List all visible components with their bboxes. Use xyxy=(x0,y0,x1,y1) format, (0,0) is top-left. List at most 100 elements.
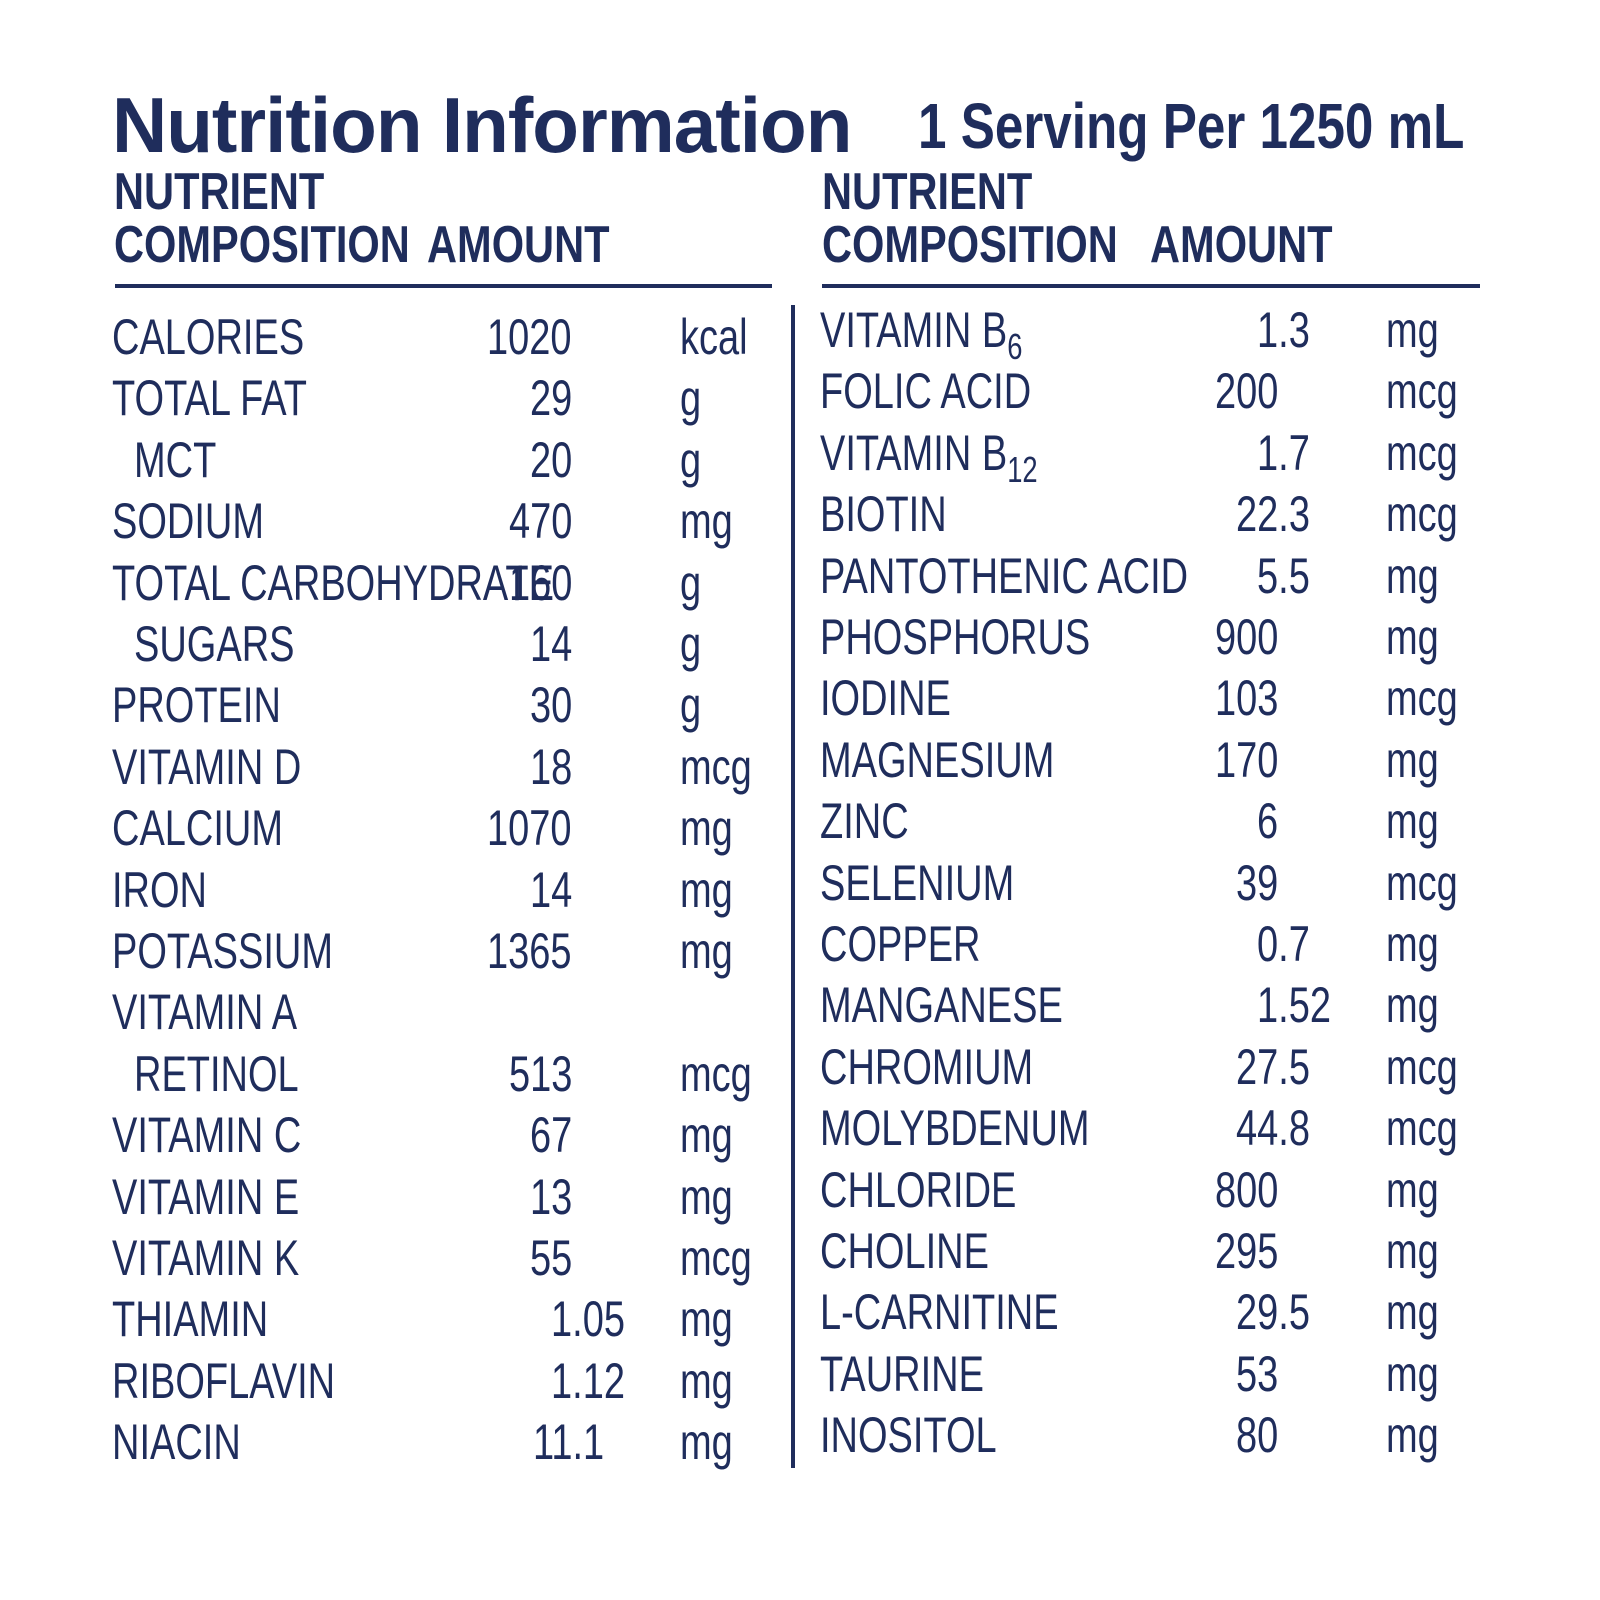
unit: mg xyxy=(1386,1345,1439,1402)
nutrient-name: THIAMIN xyxy=(112,1291,269,1348)
unit: mcg xyxy=(1386,1100,1458,1157)
amount: 1.7 xyxy=(1256,424,1310,481)
unit: mg xyxy=(1386,302,1439,358)
unit: mg xyxy=(680,1291,733,1348)
nutrient-name: CHLORIDE xyxy=(820,1161,1017,1218)
amount: 14 xyxy=(529,861,572,918)
nutrient-name: VITAMIN D xyxy=(112,738,302,795)
unit: g xyxy=(680,677,702,734)
subscript: 6 xyxy=(1007,326,1023,367)
unit: mcg xyxy=(1386,1038,1458,1095)
nutrient-name: PROTEIN xyxy=(112,677,281,734)
unit: g xyxy=(680,431,702,488)
column-header: COMPOSITION xyxy=(114,216,410,274)
unit: mcg xyxy=(1386,363,1458,420)
amount: 6 xyxy=(1256,793,1278,850)
column-header: NUTRIENT xyxy=(822,163,1033,221)
nutrient-name: SELENIUM xyxy=(820,854,1015,911)
column-header: AMOUNT xyxy=(1150,216,1333,274)
amount: 103 xyxy=(1214,670,1278,727)
amount: 1.12 xyxy=(550,1352,625,1409)
amount: 170 xyxy=(1214,731,1278,788)
nutrient-name: TOTAL CARBOHYDRATE xyxy=(112,554,554,611)
unit: mg xyxy=(1386,609,1439,665)
amount: 39 xyxy=(1235,854,1278,911)
unit: mg xyxy=(1386,1223,1439,1279)
unit: mg xyxy=(680,1352,733,1409)
amount: 44.8 xyxy=(1235,1100,1310,1157)
unit: mcg xyxy=(680,1045,752,1102)
unit: mcg xyxy=(1386,670,1458,727)
unit: mg xyxy=(1386,731,1439,788)
nutrient-name: VITAMIN K xyxy=(112,1230,300,1286)
nutrient-name: CALCIUM xyxy=(112,800,284,857)
amount: 800 xyxy=(1214,1161,1278,1218)
unit: kcal xyxy=(680,309,748,365)
unit: mcg xyxy=(680,738,752,795)
amount: 27.5 xyxy=(1235,1038,1310,1095)
amount: 18 xyxy=(529,738,572,795)
nutrient-name: RIBOFLAVIN xyxy=(112,1352,336,1409)
amount: 11.1 xyxy=(532,1414,604,1471)
nutrient-name: VITAMIN B6 xyxy=(820,302,1023,367)
nutrient-name: CALORIES xyxy=(112,309,305,365)
amount: 29 xyxy=(529,370,572,427)
amount: 470 xyxy=(508,493,572,550)
nutrient-name: VITAMIN B12 xyxy=(820,424,1038,490)
unit: mg xyxy=(1386,547,1439,604)
amount: 1365 xyxy=(487,923,572,979)
unit: mcg xyxy=(1386,424,1458,481)
unit: mg xyxy=(680,1414,733,1471)
nutrient-name: CHOLINE xyxy=(820,1223,989,1279)
unit: mcg xyxy=(680,1230,752,1286)
amount: 55 xyxy=(529,1230,572,1286)
unit: mg xyxy=(680,493,733,550)
unit: mg xyxy=(1386,1161,1439,1218)
amount: 1.05 xyxy=(550,1291,625,1348)
unit: mg xyxy=(680,1107,733,1164)
amount: 30 xyxy=(529,677,572,734)
unit: mg xyxy=(1386,1284,1439,1341)
unit: mcg xyxy=(1386,854,1458,911)
nutrient-name: INOSITOL xyxy=(820,1407,997,1464)
nutrient-name: RETINOL xyxy=(134,1045,299,1102)
amount: 1020 xyxy=(487,309,572,365)
column-header: NUTRIENT xyxy=(114,163,325,221)
amount: 160 xyxy=(508,554,572,611)
amount: 900 xyxy=(1214,609,1278,665)
unit: g xyxy=(680,370,702,427)
unit: mg xyxy=(1386,977,1439,1034)
nutrient-name: POTASSIUM xyxy=(112,923,333,979)
nutrient-name: MCT xyxy=(134,431,217,488)
nutrient-name: TAURINE xyxy=(820,1345,984,1402)
nutrient-name: BIOTIN xyxy=(820,486,947,543)
unit: g xyxy=(680,554,702,611)
column-header: AMOUNT xyxy=(427,216,610,274)
amount: 1.3 xyxy=(1256,302,1310,358)
nutrient-name: CHROMIUM xyxy=(820,1038,1034,1095)
amount: 5.5 xyxy=(1256,547,1310,604)
amount: 20 xyxy=(529,431,572,488)
nutrient-name: VITAMIN C xyxy=(112,1107,302,1164)
amount: 29.5 xyxy=(1235,1284,1310,1341)
unit: mg xyxy=(1386,1407,1439,1464)
amount: 1070 xyxy=(487,800,572,857)
unit: mg xyxy=(1386,793,1439,850)
amount: 53 xyxy=(1235,1345,1278,1402)
nutrient-name: VITAMIN E xyxy=(112,1168,300,1225)
unit: mg xyxy=(680,800,733,857)
amount: 13 xyxy=(529,1168,572,1225)
nutrient-name: NIACIN xyxy=(112,1414,241,1471)
subscript: 12 xyxy=(1007,448,1038,490)
unit: mg xyxy=(1386,916,1439,972)
header-rule xyxy=(822,284,1480,288)
unit: g xyxy=(680,616,702,672)
amount: 0.7 xyxy=(1256,916,1310,972)
nutrient-name: COPPER xyxy=(820,916,981,972)
nutrient-name: PANTOTHENIC ACID xyxy=(820,547,1189,604)
amount: 1.52 xyxy=(1256,977,1331,1034)
nutrient-name: SODIUM xyxy=(112,493,264,550)
nutrient-name: L-CARNITINE xyxy=(820,1284,1059,1341)
unit: mg xyxy=(680,1168,733,1225)
unit: mg xyxy=(680,923,733,979)
